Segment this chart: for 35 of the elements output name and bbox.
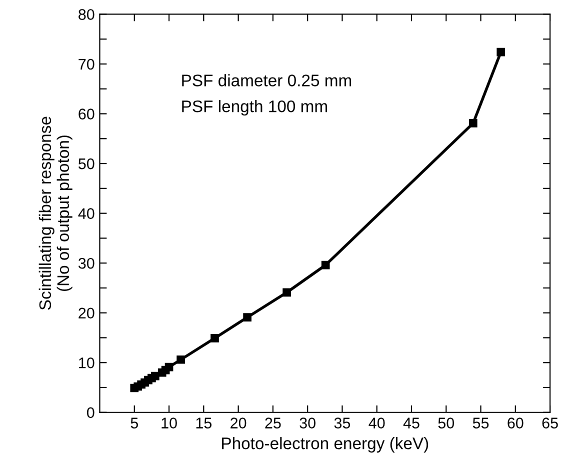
point [468,119,478,128]
x-tick-label: 20 [230,418,246,428]
point [243,313,252,322]
y-tick-label: 0 [86,407,94,418]
y-tick-label: 70 [78,58,94,70]
y-tick-label: 50 [78,158,94,170]
y-tick-label: 30 [78,258,94,269]
point [176,355,185,364]
x-tick-label: 45 [403,418,420,428]
x-tick-label: 35 [334,418,350,428]
y-tick-label: 60 [78,108,94,120]
point [282,288,291,297]
x-tick-label: 5 [130,418,138,428]
point [210,334,219,342]
point [496,48,506,56]
y-tick-label: 40 [78,208,94,219]
annotation: PSF diameter 0.25 mm [182,74,352,86]
x-tick-label: 25 [265,418,281,428]
x-tick-label: 40 [368,418,385,428]
point [151,372,160,380]
x-tick-label: 65 [542,418,558,428]
y-axis-title: Scintillating fiber response (No of output photon) [38,116,72,310]
x-tick-label: 60 [508,418,524,428]
x-tick-label: 30 [300,418,316,428]
y-tick-label: 10 [79,357,94,368]
x-tick-label: 10 [162,418,177,428]
annotation: PSF length 100 mm [182,100,327,116]
x-axis-title: Photo-electron energy (keV) [222,437,428,453]
point [321,260,330,270]
y-tick-label: 20 [78,308,94,319]
x-tick-label: 15 [196,418,212,428]
y-tick-label: 80 [78,9,94,20]
x-tick-label: 50 [438,418,454,428]
point [164,362,174,372]
x-tick-label: 55 [472,418,489,428]
